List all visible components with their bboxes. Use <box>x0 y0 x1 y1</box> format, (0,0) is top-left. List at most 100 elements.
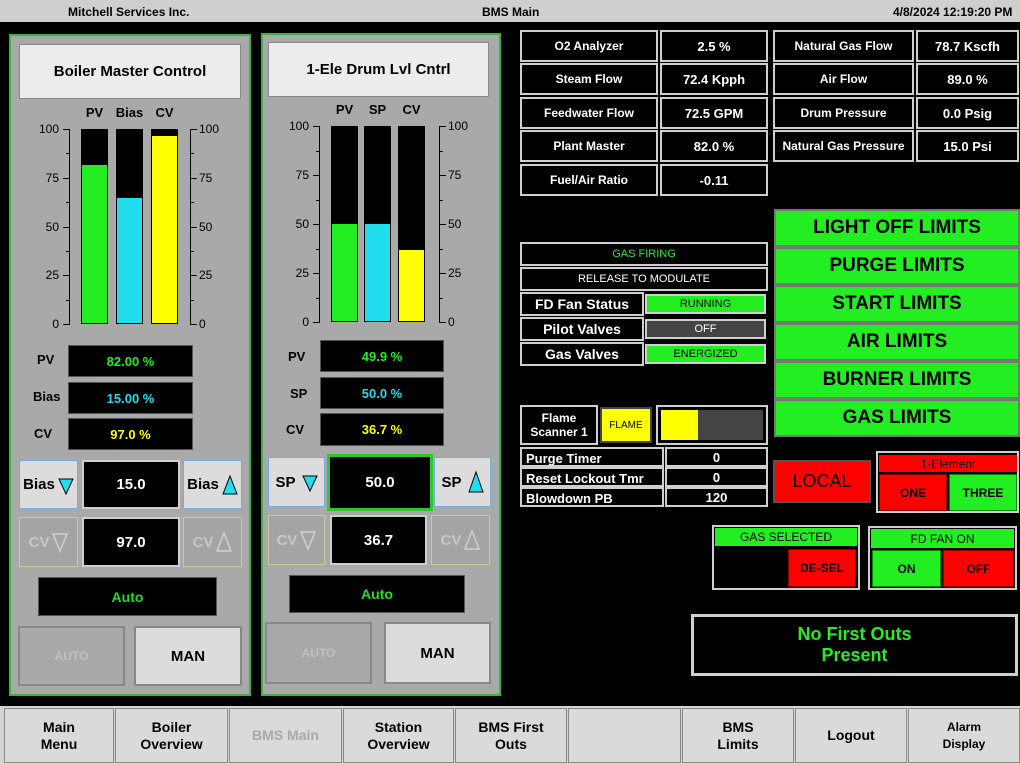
gas-deselect-button[interactable]: DE-SEL <box>788 549 856 587</box>
one-element-button[interactable]: ONE <box>879 474 947 511</box>
fd-fan-off-button[interactable]: OFF <box>943 550 1014 587</box>
sp-up-button[interactable]: SP <box>434 457 491 507</box>
limit-button-4[interactable]: BURNER LIMITS <box>774 361 1020 399</box>
drum_level-bar-fill-sp <box>365 224 390 321</box>
triangle-up-icon <box>464 529 481 550</box>
dl-cv-down-button[interactable]: CV <box>268 515 325 565</box>
drum_level-tick-label: 25 <box>295 266 309 280</box>
bias-up-button[interactable]: Bias <box>183 460 242 509</box>
bm-cv-down-button[interactable]: CV <box>19 517 78 567</box>
flame-strength-bar <box>661 410 763 440</box>
nav-button-3[interactable]: Station Overview <box>343 708 454 763</box>
triangle-up-icon <box>222 474 238 494</box>
limit-button-5[interactable]: GAS LIMITS <box>774 399 1020 437</box>
boiler_master-tick-mark <box>63 324 70 325</box>
nav-button-5[interactable] <box>568 708 681 763</box>
boiler_master-bar-fill-pv <box>82 164 107 323</box>
boiler_master-tick-mark <box>190 129 197 130</box>
boiler_master-tick-label: 50 <box>45 220 59 234</box>
dl-cv-up-label: CV <box>440 531 462 549</box>
boiler_master-tick-label: 75 <box>45 171 59 185</box>
limit-button-1[interactable]: PURGE LIMITS <box>774 247 1020 285</box>
datetime: 4/8/2024 12:19:20 PM <box>893 5 1013 19</box>
boiler_master-minor-tick <box>66 202 70 203</box>
nav-button-7[interactable]: Logout <box>795 708 907 763</box>
nav-button-8[interactable]: Alarm Display <box>908 708 1020 763</box>
drum_level-tick-mark <box>439 273 446 274</box>
timer-value: 0 <box>665 467 768 487</box>
boiler_master-tick-label: 100 <box>199 122 220 136</box>
triangle-down-icon <box>301 475 318 492</box>
gas-firing-status: GAS FIRING <box>520 242 768 266</box>
readout-value: -0.11 <box>660 164 768 196</box>
drum_level-tick-label: 0 <box>448 315 455 329</box>
dl-pv-label: PV <box>288 349 306 364</box>
sp-down-button[interactable]: SP <box>268 457 325 507</box>
drum_level-tick-label: 0 <box>302 315 309 329</box>
first-outs-message: No First Outs Present <box>691 614 1018 676</box>
bias-down-button[interactable]: Bias <box>19 460 78 509</box>
drum_level-bar-fill-pv <box>332 224 357 321</box>
dl-man-button[interactable]: MAN <box>384 622 491 684</box>
limit-button-3[interactable]: AIR LIMITS <box>774 323 1020 361</box>
timer-label: Purge Timer <box>520 447 664 467</box>
dl-sp-label: SP <box>290 386 308 401</box>
limit-button-2[interactable]: START LIMITS <box>774 285 1020 323</box>
nav-button-4[interactable]: BMS First Outs <box>455 708 567 763</box>
nav-button-6[interactable]: BMS Limits <box>682 708 794 763</box>
nav-button-1[interactable]: Boiler Overview <box>115 708 228 763</box>
readout-value: 82.0 % <box>660 130 768 162</box>
dl-cv-up-button[interactable]: CV <box>431 515 490 565</box>
timer-label: Blowdown PB <box>520 487 664 507</box>
dl-auto-button[interactable]: AUTO <box>265 622 372 684</box>
boiler_master-scale-axis-left <box>69 129 70 324</box>
bm-cv-setpoint-field[interactable]: 97.0 <box>82 517 180 567</box>
boiler_master-tick-mark <box>63 129 70 130</box>
fd-fan-on-button[interactable]: ON <box>872 550 941 587</box>
boiler_master-minor-tick <box>190 202 194 203</box>
drum_level-tick-label: 75 <box>448 168 462 182</box>
bias-up-label: Bias <box>187 476 219 493</box>
bm-auto-button[interactable]: AUTO <box>18 626 125 686</box>
readout-label: Feedwater Flow <box>520 97 658 129</box>
triangle-up-icon <box>467 470 484 493</box>
sp-setpoint-field[interactable]: 50.0 <box>327 454 433 511</box>
timer-value: 0 <box>665 447 768 467</box>
drum_level-tick-mark <box>439 175 446 176</box>
boiler_master-bar-fill-bias <box>117 197 142 323</box>
boiler_master-minor-tick <box>190 251 194 252</box>
status-row-value: OFF <box>645 319 766 339</box>
bias-setpoint-field[interactable]: 15.0 <box>82 460 180 509</box>
drum_level-bar-sp <box>364 126 391 322</box>
boiler_master-tick-label: 25 <box>199 268 213 282</box>
timer-label: Reset Lockout Tmr <box>520 467 664 487</box>
boiler-master-title: Boiler Master Control <box>19 44 241 99</box>
limit-button-0[interactable]: LIGHT OFF LIMITS <box>774 209 1020 247</box>
triangle-up-icon <box>216 531 233 552</box>
nav-button-0[interactable]: Main Menu <box>4 708 114 763</box>
status-row-label: FD Fan Status <box>520 292 644 316</box>
boiler_master-minor-tick <box>66 300 70 301</box>
timer-value: 120 <box>665 487 768 507</box>
drum_level-tick-mark <box>439 322 446 323</box>
sp-down-label: SP <box>275 473 296 491</box>
drum_level-minor-tick <box>316 151 320 152</box>
release-to-modulate-status: RELEASE TO MODULATE <box>520 267 768 291</box>
company-name: Mitchell Services Inc. <box>68 5 190 19</box>
status-row-value: ENERGIZED <box>645 344 766 364</box>
dl-cv-setpoint-field[interactable]: 36.7 <box>330 515 427 565</box>
bm-cv-up-button[interactable]: CV <box>183 517 242 567</box>
bm-mode-indicator: Auto <box>38 577 217 616</box>
three-element-button[interactable]: THREE <box>949 474 1017 511</box>
bm-cv-label: CV <box>34 426 53 441</box>
boiler_master-tick-mark <box>190 178 197 179</box>
nav-button-2[interactable]: BMS Main <box>229 708 342 763</box>
drum_level-minor-tick <box>439 151 443 152</box>
status-row-label: Pilot Valves <box>520 317 644 341</box>
readout-label: O2 Analyzer <box>520 30 658 62</box>
drum_level-minor-tick <box>439 298 443 299</box>
local-button[interactable]: LOCAL <box>773 460 871 503</box>
boiler_master-tick-mark <box>190 324 197 325</box>
bm-man-button[interactable]: MAN <box>134 626 242 686</box>
drum_level-tick-mark <box>439 126 446 127</box>
